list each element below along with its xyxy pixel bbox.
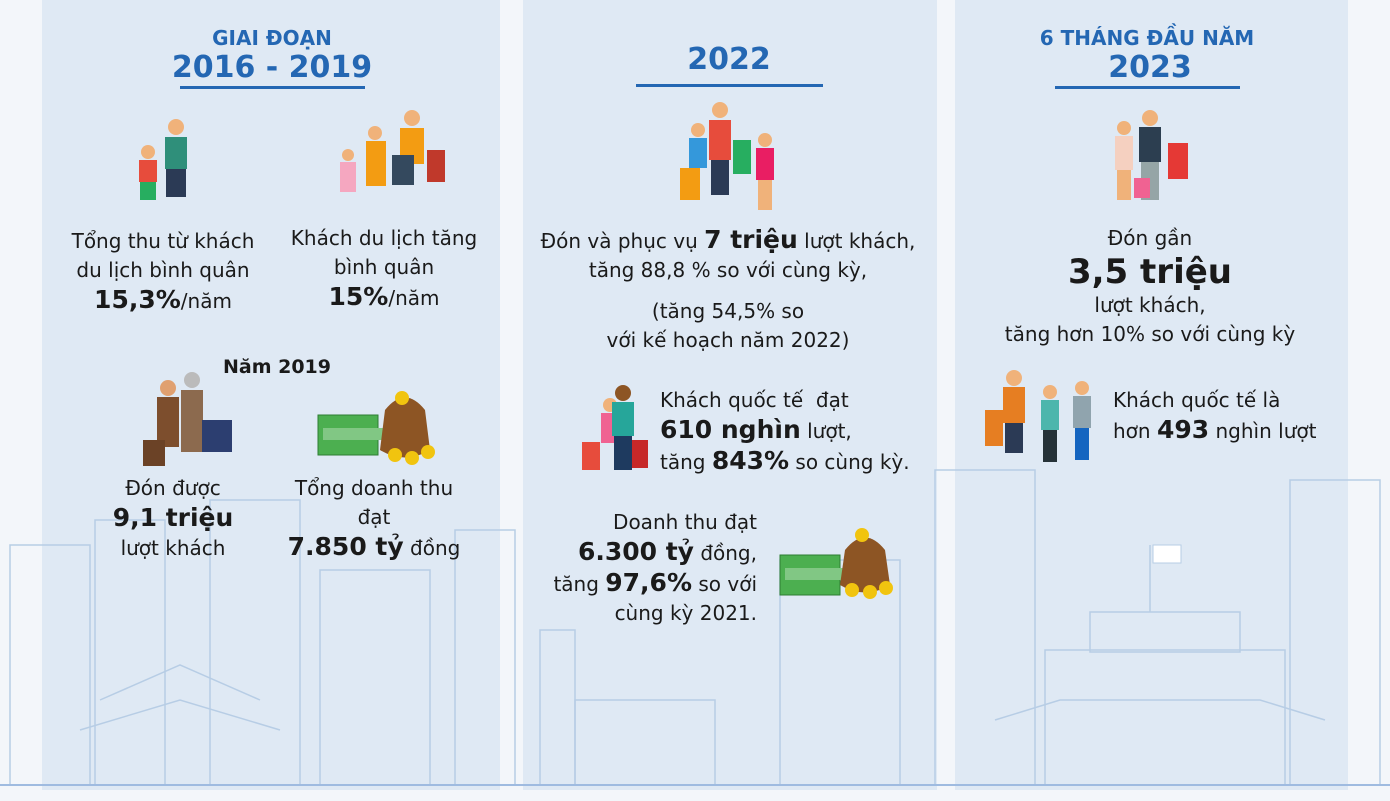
subheading: Năm 2019 — [223, 352, 331, 382]
text-line: Khách quốc tế là — [1113, 386, 1316, 415]
highlight: 843% — [711, 446, 790, 475]
text-line: 610 nghìn lượt, — [660, 415, 910, 446]
text-line: Đón gần — [1005, 224, 1295, 253]
text: Khách quốc tế là — [1113, 388, 1281, 412]
highlight: 7 triệu — [704, 225, 798, 254]
text: lượt, — [800, 419, 852, 443]
text: đạt — [357, 505, 391, 529]
stat-text: Khách quốc tế đạt 610 nghìn lượt, tăng 843… — [660, 386, 910, 477]
text-line: Đón và phục vụ 7 triệu lượt khách, — [541, 225, 916, 256]
text-line: cùng kỳ 2021. — [553, 599, 757, 628]
text: nghìn lượt — [1209, 419, 1317, 443]
stat-text: Doanh thu đạt 6.300 tỷ đồng, tăng 97,6% so… — [553, 508, 757, 628]
text-line: hơn 493 nghìn lượt — [1113, 415, 1316, 446]
highlight: 7.850 tỷ — [287, 532, 404, 561]
text-line: 9,1 triệu — [113, 503, 234, 534]
text: tăng — [553, 572, 606, 596]
text: so với — [692, 572, 757, 596]
text-line: Khách quốc tế đạt — [660, 386, 910, 415]
text: cùng kỳ 2021. — [614, 601, 757, 625]
column-heading: 6 THÁNG ĐẦU NĂM — [1039, 26, 1255, 50]
text: với kế hoạch năm 2022) — [606, 328, 850, 352]
text-line: với kế hoạch năm 2022) — [541, 326, 916, 355]
text-line: Khách du lịch tăng — [291, 224, 477, 253]
text: tăng — [660, 450, 712, 474]
text-line: Doanh thu đạt — [553, 508, 757, 537]
column-heading: GIAI ĐOẠN — [212, 26, 332, 50]
stat-text: Khách du lịch tăng bình quân 15%/năm — [291, 224, 477, 313]
text-line: lượt khách, — [1005, 291, 1295, 320]
column-period: 2016 - 2019 — [171, 50, 373, 85]
text-line: tăng 88,8 % so với cùng kỳ, — [541, 256, 916, 285]
text: Đón được — [125, 476, 221, 500]
text: du lịch bình quân — [76, 258, 250, 282]
text: /năm — [180, 289, 232, 313]
column-period: 2022 — [687, 42, 771, 77]
text-line: 3,5 triệu — [1005, 253, 1295, 291]
text: lượt khách — [120, 536, 226, 560]
text: lượt khách, — [1094, 293, 1206, 317]
highlight: 3,5 triệu — [1067, 252, 1232, 292]
stat-text: Đón gần 3,5 triệu lượt khách, tăng hơn 10% … — [1005, 224, 1295, 349]
text-line: 15%/năm — [291, 282, 477, 313]
column-period: 2023 — [1108, 50, 1192, 85]
text-line: đạt — [288, 503, 461, 532]
text: Khách quốc tế đạt — [660, 388, 849, 412]
text-line: bình quân — [291, 253, 477, 282]
text-line: 15,3%/năm — [72, 285, 255, 316]
text: Khách du lịch tăng — [290, 226, 478, 250]
underline — [1055, 86, 1240, 89]
text: đồng, — [693, 541, 757, 565]
text: Đón và phục vụ — [540, 229, 705, 253]
text-line: Tổng doanh thu — [288, 474, 461, 503]
text-line: (tăng 54,5% so — [541, 297, 916, 326]
highlight: Năm 2019 — [222, 356, 332, 378]
highlight: 15% — [328, 282, 389, 311]
text: so cùng kỳ. — [789, 450, 910, 474]
underline — [636, 84, 823, 87]
text: hơn — [1113, 419, 1157, 443]
stat-text: Đón được 9,1 triệu lượt khách — [113, 474, 234, 563]
text: tăng hơn 10% so với cùng kỳ — [1004, 322, 1296, 346]
text-line: 7.850 tỷ đồng — [288, 532, 461, 563]
text: đồng — [403, 536, 461, 560]
text-line: Tổng thu từ khách — [72, 227, 255, 256]
text-line: Đón được — [113, 474, 234, 503]
text-line: Năm 2019 — [223, 352, 331, 382]
underline — [180, 86, 365, 89]
text-line: tăng 97,6% so với — [553, 568, 757, 599]
text-line: lượt khách — [113, 534, 234, 563]
highlight: 610 nghìn — [660, 415, 801, 444]
text: Tổng doanh thu — [294, 476, 454, 500]
highlight: 97,6% — [605, 568, 692, 597]
stat-text: Tổng thu từ khách du lịch bình quân 15,3%/… — [72, 227, 255, 316]
text: Doanh thu đạt — [613, 510, 757, 534]
text: Đón gần — [1107, 226, 1193, 250]
highlight: 9,1 triệu — [112, 503, 234, 532]
highlight: 6.300 tỷ — [577, 537, 694, 566]
text: tăng 88,8 % so với cùng kỳ, — [588, 258, 868, 282]
highlight: 15,3% — [94, 285, 181, 314]
text-line: 6.300 tỷ đồng, — [553, 537, 757, 568]
text-line: tăng 843% so cùng kỳ. — [660, 446, 910, 477]
text: /năm — [388, 286, 440, 310]
text: lượt khách, — [797, 229, 916, 253]
text: Tổng thu từ khách — [71, 229, 255, 253]
text-line: tăng hơn 10% so với cùng kỳ — [1005, 320, 1295, 349]
highlight: 493 — [1156, 415, 1210, 444]
stat-text: Đón và phục vụ 7 triệu lượt khách, tăng 8… — [541, 225, 916, 355]
text-line: du lịch bình quân — [72, 256, 255, 285]
text: bình quân — [333, 255, 435, 279]
text: (tăng 54,5% so — [651, 299, 805, 323]
stat-text: Tổng doanh thu đạt 7.850 tỷ đồng — [288, 474, 461, 563]
stat-text: Khách quốc tế là hơn 493 nghìn lượt — [1113, 386, 1316, 446]
